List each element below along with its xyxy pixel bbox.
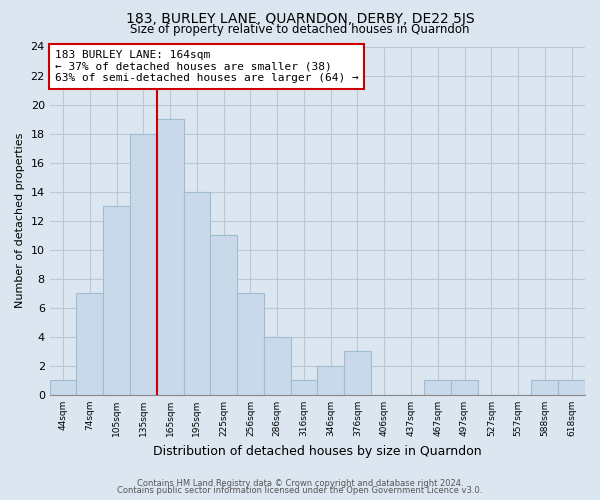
X-axis label: Distribution of detached houses by size in Quarndon: Distribution of detached houses by size … — [153, 444, 482, 458]
Bar — [558, 380, 585, 395]
Bar — [76, 294, 103, 395]
Text: Contains public sector information licensed under the Open Government Licence v3: Contains public sector information licen… — [118, 486, 482, 495]
Bar — [317, 366, 344, 395]
Text: 183, BURLEY LANE, QUARNDON, DERBY, DE22 5JS: 183, BURLEY LANE, QUARNDON, DERBY, DE22 … — [125, 12, 475, 26]
Bar — [130, 134, 157, 395]
Text: Contains HM Land Registry data © Crown copyright and database right 2024.: Contains HM Land Registry data © Crown c… — [137, 478, 463, 488]
Bar — [424, 380, 451, 395]
Bar — [103, 206, 130, 395]
Bar — [344, 352, 371, 395]
Bar — [237, 294, 264, 395]
Text: Size of property relative to detached houses in Quarndon: Size of property relative to detached ho… — [130, 22, 470, 36]
Bar — [290, 380, 317, 395]
Bar — [532, 380, 558, 395]
Bar — [264, 337, 290, 395]
Bar — [451, 380, 478, 395]
Text: 183 BURLEY LANE: 164sqm
← 37% of detached houses are smaller (38)
63% of semi-de: 183 BURLEY LANE: 164sqm ← 37% of detache… — [55, 50, 359, 83]
Bar — [184, 192, 210, 395]
Bar — [157, 119, 184, 395]
Bar — [50, 380, 76, 395]
Bar — [210, 235, 237, 395]
Y-axis label: Number of detached properties: Number of detached properties — [15, 133, 25, 308]
